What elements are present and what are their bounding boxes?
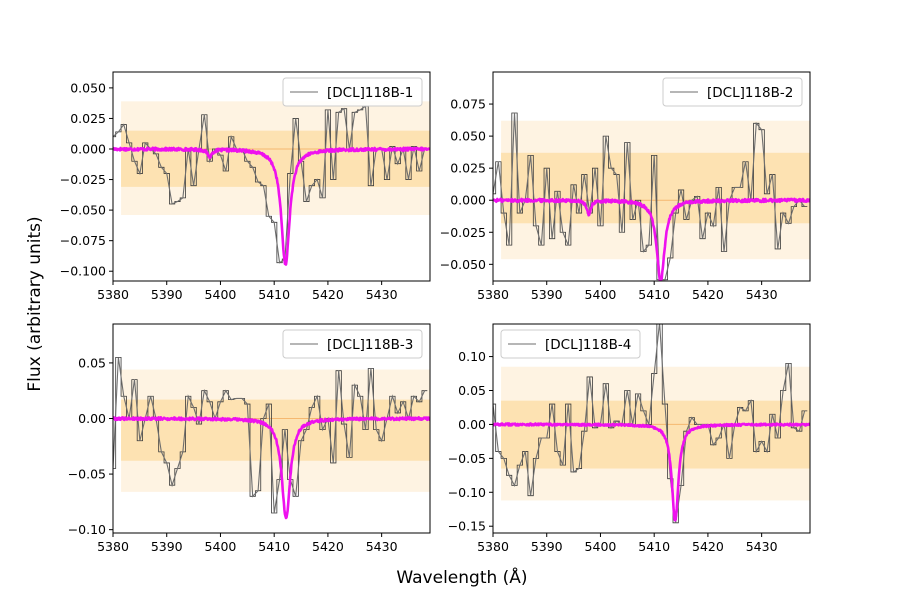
y-tick-label: −0.025 [440,225,486,240]
panel-dcl118b-4: 5380 5390 5400 5410 5420 5430 −0.15 −0.10 −0.05 0… [448,323,811,554]
y-tick-label: 0.00 [78,411,106,426]
x-tick-label: 5410 [258,539,290,554]
x-tick-label: 5390 [531,287,563,302]
x-tick-label: 5400 [585,287,617,302]
legend-label: [DCL]118B-2 [707,85,793,101]
observed-spectrum-line [113,357,426,514]
panel-dcl118b-1: 5380 5390 5400 5410 5420 5430 −0.100 −0.075 −0.0… [60,71,431,302]
x-tick-label: 5430 [746,287,778,302]
legend-box [662,77,803,107]
axes-frame [112,323,431,534]
legend-box [500,329,641,359]
observed-spectrum-line [493,324,806,523]
x-tick-label: 5430 [366,539,398,554]
legend-box [282,77,423,107]
x-tick-label: 5390 [531,539,563,554]
x-tick-label: 5430 [366,287,398,302]
model-line [493,422,810,522]
y-axis-title: Flux (arbitrary units) [25,216,45,391]
observed-step-line [113,356,428,514]
model-line [113,416,430,520]
x-tick-label: 5380 [477,539,509,554]
panel-dcl118b-3: 5380 5390 5400 5410 5420 5430 −0.10 −0.05 0.00 0.… [68,323,431,554]
legend-label: [DCL]118B-3 [327,337,413,353]
x-tick-label: 5430 [746,539,778,554]
x-axis-title: Wavelength (Å) [396,566,527,588]
y-tick-label: 0.10 [458,349,486,364]
x-tick-label: 5380 [97,287,129,302]
legend: [DCL]118B-2 [662,77,803,107]
x-tick-label: 5380 [97,539,129,554]
y-tick-label: 0.025 [450,161,486,176]
legend-box [282,329,423,359]
observed-spectrum-line [113,105,426,264]
legend-label: [DCL]118B-1 [327,85,413,101]
x-tick-label: 5420 [692,539,724,554]
x-tick-label: 5400 [205,287,237,302]
y-tick-label: 0.000 [70,142,106,157]
axes-frame [492,323,811,534]
y-tick-label: −0.025 [60,172,106,187]
y-tick-label: −0.05 [448,451,486,466]
y-tick-label: −0.050 [440,257,486,272]
y-tick-label: −0.05 [68,467,106,482]
x-tick-label: 5410 [638,539,670,554]
model-line [113,146,430,266]
x-tick-label: 5420 [312,539,344,554]
y-tick-label: −0.075 [60,233,106,248]
x-tick-label: 5420 [692,287,724,302]
x-tick-label: 5400 [585,539,617,554]
legend: [DCL]118B-4 [500,329,641,359]
x-tick-label: 5390 [151,539,183,554]
model-line [493,197,810,281]
y-tick-label: 0.075 [450,97,486,112]
x-tick-label: 5410 [258,287,290,302]
y-tick-label: 0.000 [450,193,486,208]
legend: [DCL]118B-1 [282,77,423,107]
panel-dcl118b-2: 5380 5390 5400 5410 5420 5430 −0.050 −0.025 0.00… [440,71,811,302]
y-tick-label: 0.05 [78,355,106,370]
x-tick-label: 5380 [477,287,509,302]
plot-area [113,101,430,266]
y-tick-label: 0.025 [70,111,106,126]
band-inner [121,399,430,461]
observed-spectrum-line [493,113,806,281]
y-tick-label: −0.10 [68,522,106,537]
axes-frame [112,71,431,282]
y-tick-label: 0.050 [70,80,106,95]
y-tick-label: −0.15 [448,519,486,534]
y-tick-label: −0.10 [448,485,486,500]
x-tick-label: 5410 [638,287,670,302]
axes-frame [492,71,811,282]
y-tick-label: −0.050 [60,203,106,218]
plot-area [113,356,430,520]
x-tick-label: 5390 [151,287,183,302]
plot-area [493,324,810,524]
x-tick-label: 5400 [205,539,237,554]
y-tick-label: 0.05 [458,383,486,398]
plot-area [493,112,810,281]
x-tick-label: 5420 [312,287,344,302]
y-tick-label: −0.100 [60,264,106,279]
y-tick-label: 0.050 [450,129,486,144]
legend: [DCL]118B-3 [282,329,423,359]
legend-label: [DCL]118B-4 [545,337,631,353]
y-tick-label: 0.00 [458,417,486,432]
